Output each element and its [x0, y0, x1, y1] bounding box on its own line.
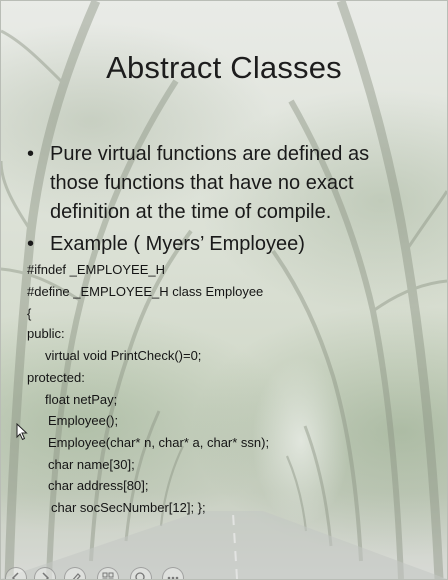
more-options-icon [167, 576, 179, 579]
code-line: float netPay; [45, 392, 118, 407]
bullet-text-line: those functions that have no exact [50, 172, 354, 194]
zoom-icon [135, 572, 145, 579]
previous-slide-icon [11, 572, 19, 579]
mouse-pointer-icon [16, 423, 28, 441]
code-line: protected: [27, 370, 85, 385]
road-center-line [232, 512, 238, 579]
slides-grid-icon [102, 572, 114, 579]
bullet-text-line: Example ( Myers’ Employee) [50, 233, 305, 255]
code-line: #define _EMPLOYEE_H class Employee [27, 284, 264, 299]
slides-grid-button[interactable] [97, 567, 119, 579]
code-line: char name[30]; [48, 457, 135, 472]
slide-title: Abstract Classes [106, 50, 342, 85]
code-line: char address[80]; [48, 478, 149, 493]
pen-button[interactable] [64, 567, 86, 579]
zoom-button[interactable] [130, 567, 152, 579]
code-line: Employee(char* n, char* a, char* ssn); [48, 435, 270, 450]
next-slide-icon [42, 572, 50, 579]
bullet-text-line: Pure virtual functions are defined as [50, 143, 370, 165]
right-tree-trunks [271, 1, 447, 579]
bullet-symbol: • [27, 143, 35, 165]
previous-slide-button[interactable] [5, 567, 27, 579]
bullet-symbol: • [27, 233, 35, 255]
next-slide-button[interactable] [34, 567, 56, 579]
left-tree-trunks [1, 1, 193, 579]
more-options-button[interactable] [162, 567, 184, 579]
bullet-text-line: definition at the time of compile. [50, 201, 332, 223]
slideshow-controls [1, 563, 201, 579]
road [1, 511, 447, 579]
pen-icon [72, 573, 81, 579]
code-line: { [27, 306, 32, 321]
code-line: public: [27, 326, 65, 341]
code-line: char socSecNumber[12]; }; [51, 500, 206, 515]
code-line: virtual void PrintCheck()=0; [45, 348, 202, 363]
code-line: Employee(); [48, 413, 119, 428]
code-line: #ifndef _EMPLOYEE_H [27, 262, 166, 277]
